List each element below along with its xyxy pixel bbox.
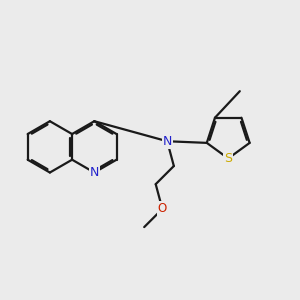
Text: O: O xyxy=(158,202,167,215)
Text: S: S xyxy=(224,152,232,165)
Text: N: N xyxy=(90,166,99,179)
Text: N: N xyxy=(163,135,172,148)
